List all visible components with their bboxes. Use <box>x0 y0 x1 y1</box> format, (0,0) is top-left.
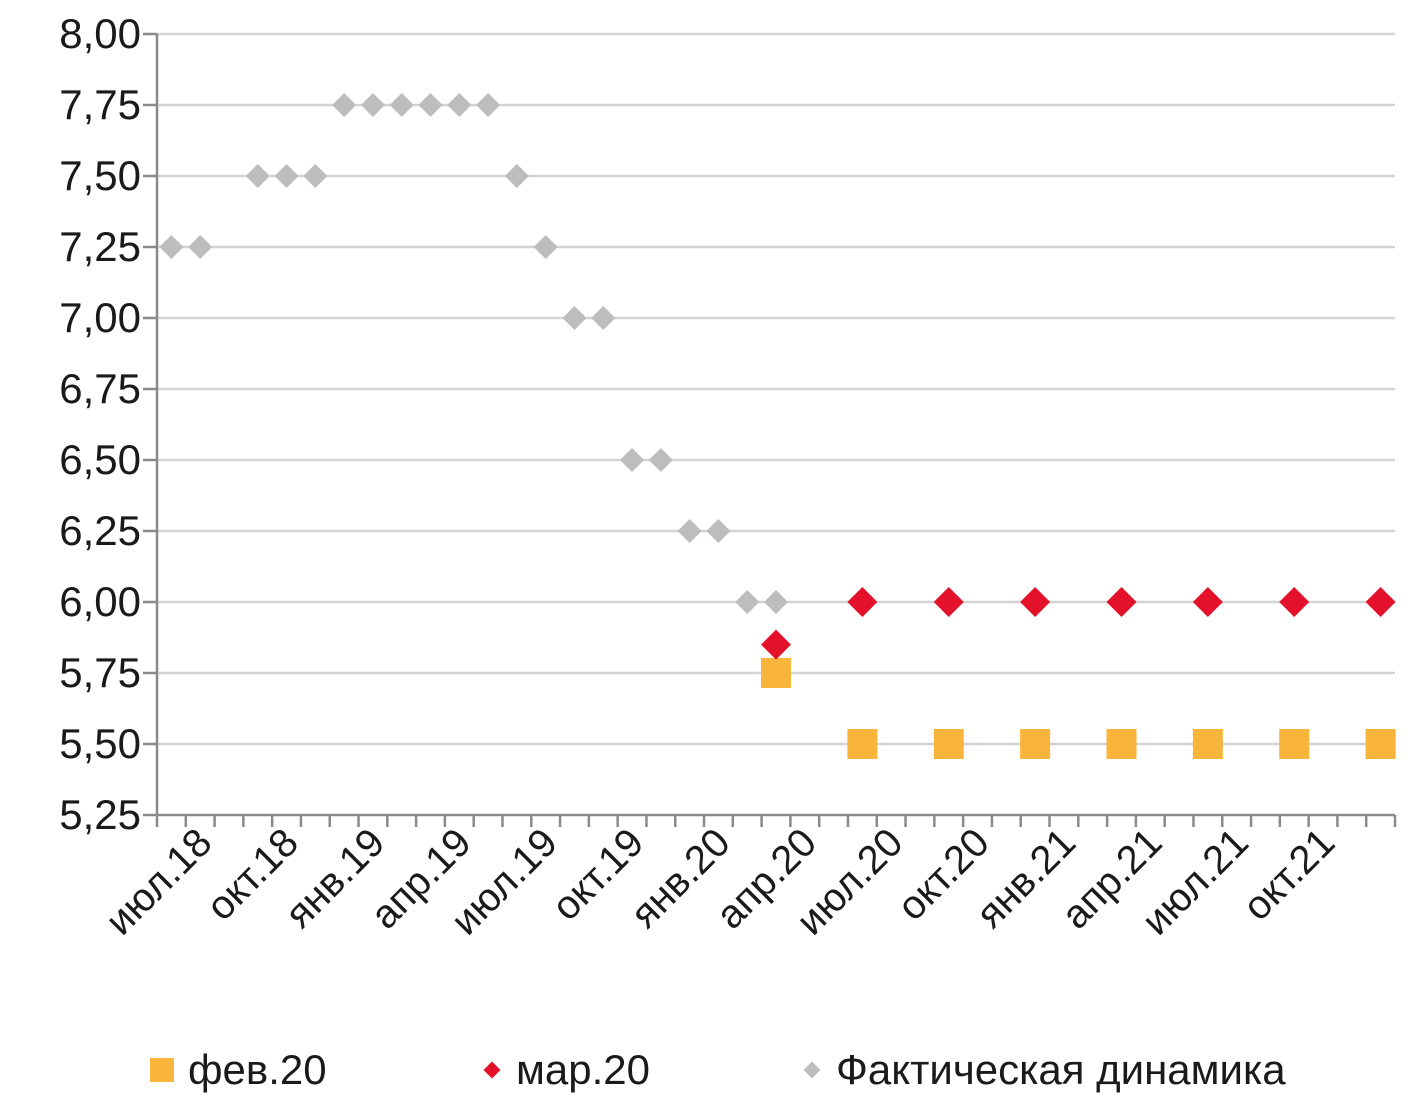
diamond-marker <box>360 93 385 117</box>
square-marker <box>1192 729 1223 759</box>
diamond-marker <box>761 629 791 660</box>
diamond-marker <box>933 587 964 617</box>
diamond-marker <box>159 235 184 259</box>
diamond-marker <box>447 93 472 117</box>
legend-diamond-marker-icon <box>803 1061 821 1079</box>
diamond-marker <box>677 519 702 543</box>
diamond-marker <box>735 590 760 614</box>
diamond-marker <box>1106 587 1137 617</box>
y-tick-label: 6,75 <box>59 365 141 412</box>
x-tick-labels: июл.18окт.18янв.19апр.19июл.19окт.19янв.… <box>97 820 1343 943</box>
diamond-marker <box>418 93 443 117</box>
y-tick-label: 5,25 <box>59 791 141 838</box>
square-marker <box>1279 729 1310 759</box>
diamond-marker <box>620 448 645 472</box>
diamond-marker <box>533 235 558 259</box>
square-marker <box>1020 729 1051 759</box>
square-marker <box>847 729 878 759</box>
diamond-marker <box>562 306 587 330</box>
diamond-marker <box>274 164 299 188</box>
diamond-marker <box>591 306 616 330</box>
legend-item-mar20: мар.20 <box>482 1040 650 1100</box>
y-tick-label: 7,50 <box>59 152 141 199</box>
y-tick-labels: 8,00 7,75 7,50 7,25 7,00 6,75 6,50 6,25 6,00 5,75… <box>59 10 141 838</box>
diamond-marker <box>332 93 357 117</box>
legend-label: Фактическая динамика <box>836 1046 1286 1093</box>
diamond-marker <box>389 93 414 117</box>
legend-item-feb20: фев.20 <box>150 1040 327 1100</box>
diamond-marker <box>1365 587 1396 617</box>
legend-label: мар.20 <box>516 1046 650 1093</box>
diamond-marker <box>245 164 270 188</box>
chart-svg: 8,00 7,75 7,50 7,25 7,00 6,75 6,50 6,25 6,00 5,75… <box>59 10 1397 944</box>
legend-label: фев.20 <box>188 1046 327 1093</box>
square-marker <box>1106 729 1137 759</box>
y-tick-label: 7,00 <box>59 294 141 341</box>
diamond-marker <box>706 519 731 543</box>
x-tick-label: июл.18 <box>97 820 220 943</box>
square-marker <box>761 658 791 688</box>
y-tick-label: 5,50 <box>59 720 141 767</box>
axes <box>143 32 1397 827</box>
y-tick-label: 8,00 <box>59 10 141 57</box>
y-tick-label: 7,75 <box>59 81 141 128</box>
y-tick-label: 6,50 <box>59 436 141 483</box>
legend-item-actual: Фактическая динамика <box>802 1040 1286 1100</box>
diamond-marker <box>476 93 501 117</box>
diamond-marker <box>504 164 529 188</box>
diamond-marker <box>764 590 788 614</box>
legend-square-marker-icon <box>150 1058 174 1082</box>
diamond-marker <box>1279 587 1310 617</box>
diamond-marker <box>1192 587 1223 617</box>
square-marker <box>933 729 964 759</box>
diamond-marker <box>303 164 328 188</box>
diamond-marker <box>188 235 213 259</box>
legend: фев.20 мар.20 Фактическая динамика <box>0 1040 1410 1100</box>
y-tick-label: 7,25 <box>59 223 141 270</box>
legend-diamond-marker-icon <box>483 1061 501 1079</box>
x-tick-label: окт.21 <box>1235 820 1344 929</box>
y-tick-label: 5,75 <box>59 649 141 696</box>
diamond-marker <box>847 587 878 617</box>
y-tick-label: 6,25 <box>59 507 141 554</box>
square-marker <box>1365 729 1396 759</box>
y-tick-label: 6,00 <box>59 578 141 625</box>
diamond-marker <box>648 448 673 472</box>
diamond-marker <box>1020 587 1051 617</box>
data-marks <box>159 93 1396 759</box>
